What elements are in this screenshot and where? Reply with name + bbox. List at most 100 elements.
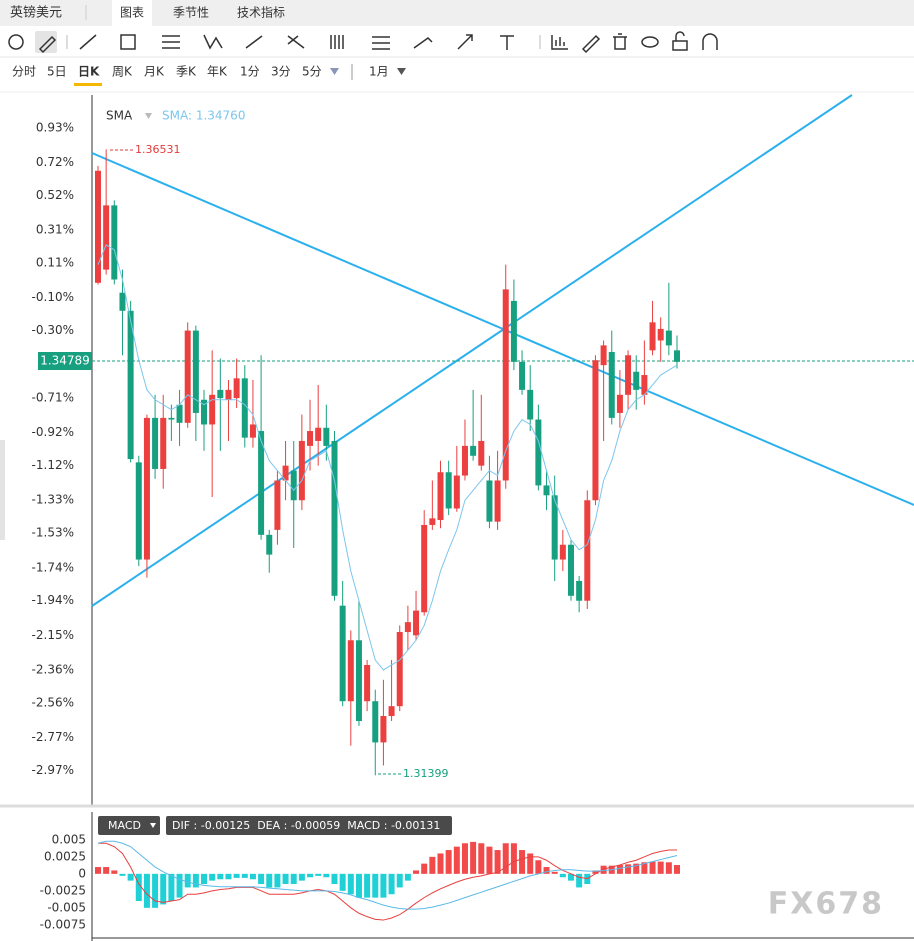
- candle-body: [233, 378, 240, 399]
- icon[interactable]: [79, 34, 97, 50]
- candle-body: [543, 485, 550, 496]
- icon[interactable]: [702, 33, 718, 50]
- candle-body: [396, 632, 403, 707]
- icon[interactable]: [641, 36, 659, 48]
- candle-body: [217, 389, 224, 399]
- macd-bar: [160, 873, 167, 905]
- icon[interactable]: [372, 36, 390, 50]
- macd-bar: [372, 873, 379, 898]
- period[interactable]: 5日: [47, 65, 67, 79]
- y-tick-label: -1.74%: [32, 560, 74, 574]
- macd-bar: [665, 862, 672, 874]
- indicator-name[interactable]: SMA: [106, 109, 133, 123]
- candle-body: [192, 330, 199, 413]
- candle-body: [331, 440, 338, 596]
- y-tick-label: -0.005: [47, 900, 86, 914]
- icon[interactable]: [38, 35, 57, 54]
- dropdown-arrow[interactable]: [145, 113, 152, 119]
- period[interactable]: 年K: [207, 65, 228, 79]
- icon[interactable]: [245, 35, 263, 49]
- candle-body: [633, 371, 640, 390]
- candle-body: [527, 389, 534, 420]
- candle-body: [160, 417, 167, 469]
- macd-bar: [527, 853, 534, 874]
- candle-body: [551, 495, 558, 560]
- icon[interactable]: [162, 35, 180, 49]
- candle-body: [111, 205, 118, 280]
- icon[interactable]: [8, 34, 24, 50]
- period[interactable]: 3分: [271, 65, 291, 79]
- indicator-select[interactable]: [98, 816, 160, 835]
- high-label: 1.36531: [135, 143, 181, 156]
- macd-bar: [478, 843, 485, 874]
- icon[interactable]: [613, 33, 627, 50]
- icon[interactable]: [203, 34, 223, 50]
- candle-body: [364, 664, 371, 702]
- candle-body: [209, 394, 216, 425]
- trend-line[interactable]: [91, 94, 853, 607]
- macd-bar: [649, 861, 656, 874]
- candle-body: [453, 475, 460, 509]
- macd-bar: [592, 870, 599, 874]
- range[interactable]: 1月: [369, 65, 389, 79]
- period[interactable]: 5分: [302, 65, 322, 79]
- macd-bar: [217, 873, 224, 880]
- macd-bar: [274, 873, 281, 888]
- macd-bar: [641, 862, 648, 874]
- dropdown-arrow[interactable]: [330, 68, 339, 75]
- period[interactable]: 周K: [112, 65, 133, 79]
- macd-bar: [192, 873, 199, 888]
- candle-body: [567, 544, 574, 596]
- icon[interactable]: [457, 34, 473, 50]
- icon[interactable]: [500, 35, 514, 50]
- candle-body: [355, 640, 362, 721]
- icon[interactable]: [672, 31, 688, 51]
- y-tick-label: 0.31%: [36, 223, 74, 237]
- candle-body: [225, 389, 232, 400]
- icon[interactable]: [551, 35, 568, 50]
- icon[interactable]: [287, 35, 305, 49]
- tab[interactable]: 季节性: [173, 6, 209, 20]
- candle-body: [608, 351, 615, 418]
- macd-bar: [315, 873, 322, 876]
- candle-body: [347, 640, 354, 702]
- candle-body: [437, 472, 444, 521]
- icon[interactable]: [330, 35, 344, 49]
- tab[interactable]: 技术指标: [237, 5, 285, 20]
- icon[interactable]: [413, 37, 433, 49]
- dropdown-arrow[interactable]: [397, 68, 406, 75]
- tab[interactable]: 图表: [120, 6, 144, 20]
- candle-body: [510, 300, 517, 362]
- macd-bar: [429, 856, 436, 874]
- candle-body: [388, 706, 395, 717]
- period[interactable]: 分时: [12, 65, 36, 79]
- icon[interactable]: [120, 34, 136, 50]
- icon[interactable]: [581, 34, 601, 54]
- candle-body: [119, 292, 126, 311]
- y-tick-label: -1.33%: [32, 493, 74, 507]
- macd-bar: [600, 865, 607, 874]
- macd-bar: [502, 843, 509, 874]
- candle-body: [266, 534, 273, 555]
- period[interactable]: 日K: [78, 65, 100, 79]
- macd-bar: [388, 873, 395, 895]
- macd-bar: [510, 843, 517, 874]
- period[interactable]: 季K: [176, 65, 197, 79]
- indicator-name[interactable]: MACD: [108, 819, 141, 832]
- macd-bar: [486, 846, 493, 874]
- period[interactable]: 1分: [240, 65, 260, 79]
- candle-body: [282, 465, 289, 481]
- dropdown-arrow[interactable]: [150, 823, 156, 828]
- y-tick-label: -2.77%: [32, 730, 74, 744]
- macd-bar: [331, 873, 338, 885]
- symbol: 英镑美元: [10, 5, 62, 21]
- candle-body: [665, 330, 672, 346]
- candle-body: [241, 378, 248, 438]
- macd-bar: [119, 873, 126, 876]
- candle-body: [461, 445, 468, 476]
- candle-body: [470, 445, 477, 456]
- indicator-info: DIF : -0.00125 DEA : -0.00059 MACD : -0.…: [172, 819, 440, 832]
- side-handle[interactable]: [0, 440, 5, 540]
- period[interactable]: 月K: [144, 65, 165, 79]
- y-tick-label: -0.10%: [32, 290, 74, 304]
